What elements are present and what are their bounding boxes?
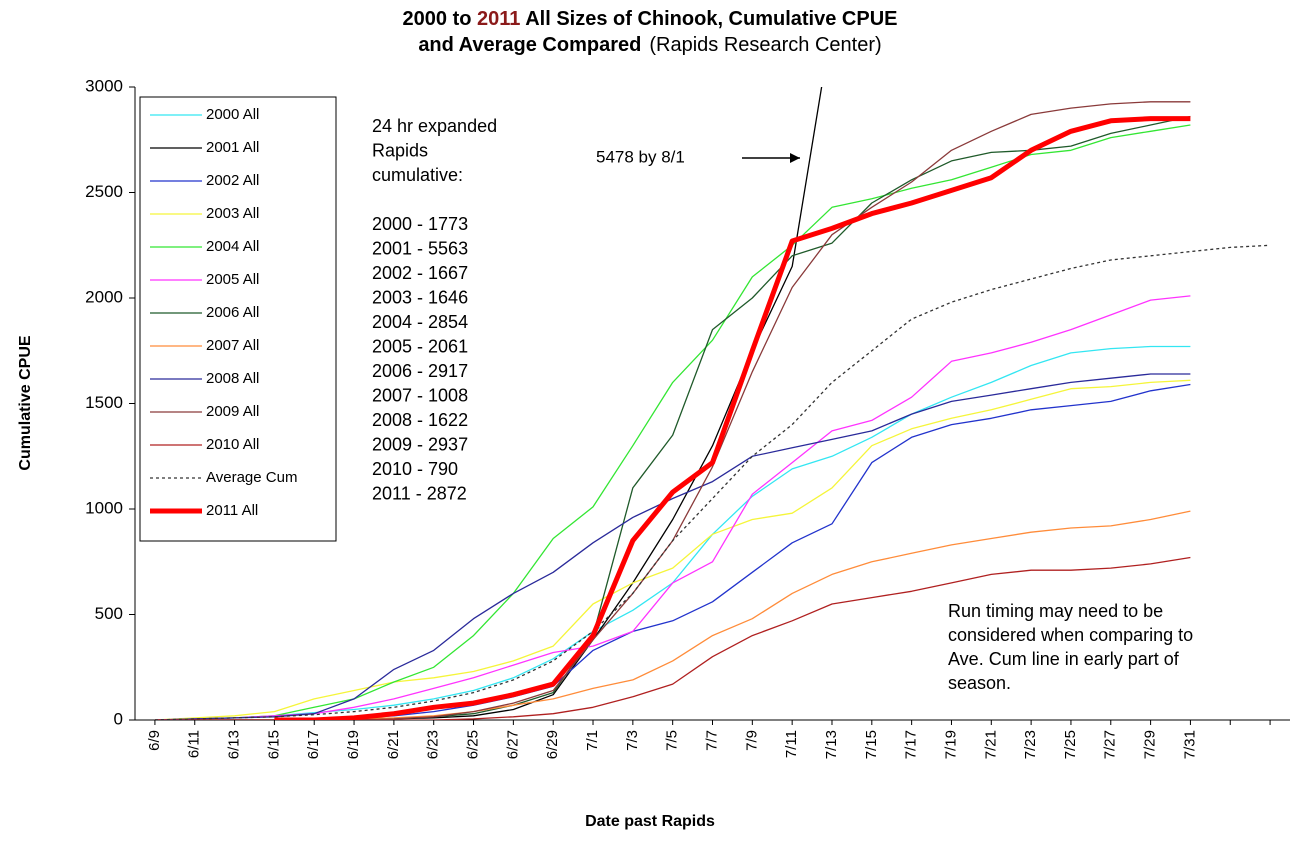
- x-tick-label: 6/13: [226, 730, 243, 759]
- run-note: considered when comparing to: [948, 625, 1193, 645]
- x-tick-label: 7/19: [942, 730, 959, 759]
- x-tick-label: 7/29: [1142, 730, 1159, 759]
- note-item: 2009 - 2937: [372, 434, 468, 454]
- y-axis-label: Cumulative CPUE: [17, 335, 34, 470]
- note-item: 2000 - 1773: [372, 214, 468, 234]
- x-tick-label: 6/19: [345, 730, 362, 759]
- legend-label: Average Cum: [206, 469, 297, 486]
- legend-label: 2000 All: [206, 106, 259, 123]
- series-line: [154, 295, 1191, 720]
- x-tick-label: 6/9: [146, 730, 163, 751]
- note-item: 2004 - 2854: [372, 312, 468, 332]
- note-heading: cumulative:: [372, 165, 463, 185]
- note-heading: 24 hr expanded: [372, 116, 497, 136]
- note-heading: Rapids: [372, 140, 428, 160]
- arrow-head: [790, 153, 800, 163]
- title-part: 2011: [477, 8, 520, 30]
- y-tick-label: 1000: [85, 498, 123, 517]
- notes: 24 hr expanded Rapids cumulative: 2000 - 17…: [372, 116, 1193, 693]
- x-tick-label: 6/21: [385, 730, 402, 759]
- note-item: 2010 - 790: [372, 459, 458, 479]
- series-line: [154, 373, 1191, 720]
- x-tick-label: 7/11: [783, 730, 800, 758]
- x-tick-label: 7/9: [743, 730, 760, 751]
- subtitle-bold: and Average Compared: [418, 34, 641, 56]
- x-tick-label: 6/11: [186, 730, 203, 758]
- series-line: [154, 556, 1191, 720]
- series-line: [154, 379, 1191, 720]
- title-part: All Sizes of Chinook, Cumulative CPUE: [520, 8, 897, 30]
- series-line: [274, 116, 1191, 720]
- legend: 2000 All 2001 All 2002 All 2003 All 2004 All…: [150, 106, 297, 519]
- y-tick-label: 500: [95, 604, 123, 623]
- legend-label: 2009 All: [206, 403, 259, 420]
- x-tick-label: 6/27: [504, 730, 521, 759]
- y-tick-label: 3000: [85, 76, 123, 95]
- title-part: 2000 to: [403, 8, 477, 30]
- x-tick-label: 7/15: [863, 730, 880, 759]
- x-tick-label: 6/17: [305, 730, 322, 759]
- note-item: 2005 - 2061: [372, 336, 468, 356]
- note-item: 2008 - 1622: [372, 410, 468, 430]
- y-tick-label: 2500: [85, 182, 123, 201]
- x-tick-label: 6/29: [544, 730, 561, 759]
- series-line: [154, 87, 823, 720]
- legend-label: 2003 All: [206, 205, 259, 222]
- plot-lines: [154, 87, 1271, 720]
- x-tick-label: 7/17: [903, 730, 920, 759]
- legend-label: 2006 All: [206, 304, 259, 321]
- legend-label: 2008 All: [206, 370, 259, 387]
- legend-label: 2001 All: [206, 139, 259, 156]
- x-tick-label: 7/1: [584, 730, 601, 751]
- legend-label: 2004 All: [206, 238, 259, 255]
- run-note: Run timing may need to be: [948, 601, 1163, 621]
- legend-label: 2011 All: [206, 502, 258, 519]
- y-tick-label: 0: [114, 709, 123, 728]
- x-tick-label: 7/31: [1181, 730, 1198, 759]
- x-tick-label: 7/25: [1062, 730, 1079, 759]
- x-tick-label: 7/27: [1102, 730, 1119, 759]
- series-line: [154, 244, 1271, 720]
- legend-label: 2002 All: [206, 172, 259, 189]
- note-item: 2002 - 1667: [372, 263, 468, 283]
- x-tick-label: 7/5: [664, 730, 681, 751]
- legend-label: 2007 All: [206, 337, 259, 354]
- x-axis-label: Date past Rapids: [585, 813, 715, 830]
- run-note: season.: [948, 673, 1011, 693]
- x-tick-label: 6/25: [465, 730, 482, 759]
- note-item: 2007 - 1008: [372, 385, 468, 405]
- x-tick-label: 6/23: [425, 730, 442, 759]
- arrow-label: 5478 by 8/1: [596, 147, 685, 166]
- x-tick-label: 7/13: [823, 730, 840, 759]
- legend-box: [139, 96, 337, 542]
- y-tick-label: 2000: [85, 287, 123, 306]
- series-line: [154, 115, 1191, 720]
- subtitle-normal: (Rapids Research Center): [649, 34, 881, 56]
- x-tick-label: 7/7: [703, 730, 720, 751]
- x-tick-label: 7/3: [624, 730, 641, 751]
- note-item: 2001 - 5563: [372, 238, 468, 258]
- y-tick-label: 1500: [85, 393, 123, 412]
- legend-label: 2005 All: [206, 271, 259, 288]
- note-item: 2011 - 2872: [372, 483, 467, 503]
- chart-title: 2000 to 2011 All Sizes of Chinook, Cumul…: [403, 8, 898, 30]
- note-item: 2006 - 2917: [372, 361, 468, 381]
- chart-subtitle: and Average Compared (Rapids Research Cen…: [418, 34, 881, 56]
- legend-label: 2010 All: [206, 436, 259, 453]
- x-tick-label: 7/21: [982, 730, 999, 759]
- x-tick-label: 7/23: [1022, 730, 1039, 759]
- run-note: Ave. Cum line in early part of: [948, 649, 1180, 669]
- x-tick-label: 6/15: [265, 730, 282, 759]
- note-item: 2003 - 1646: [372, 287, 468, 307]
